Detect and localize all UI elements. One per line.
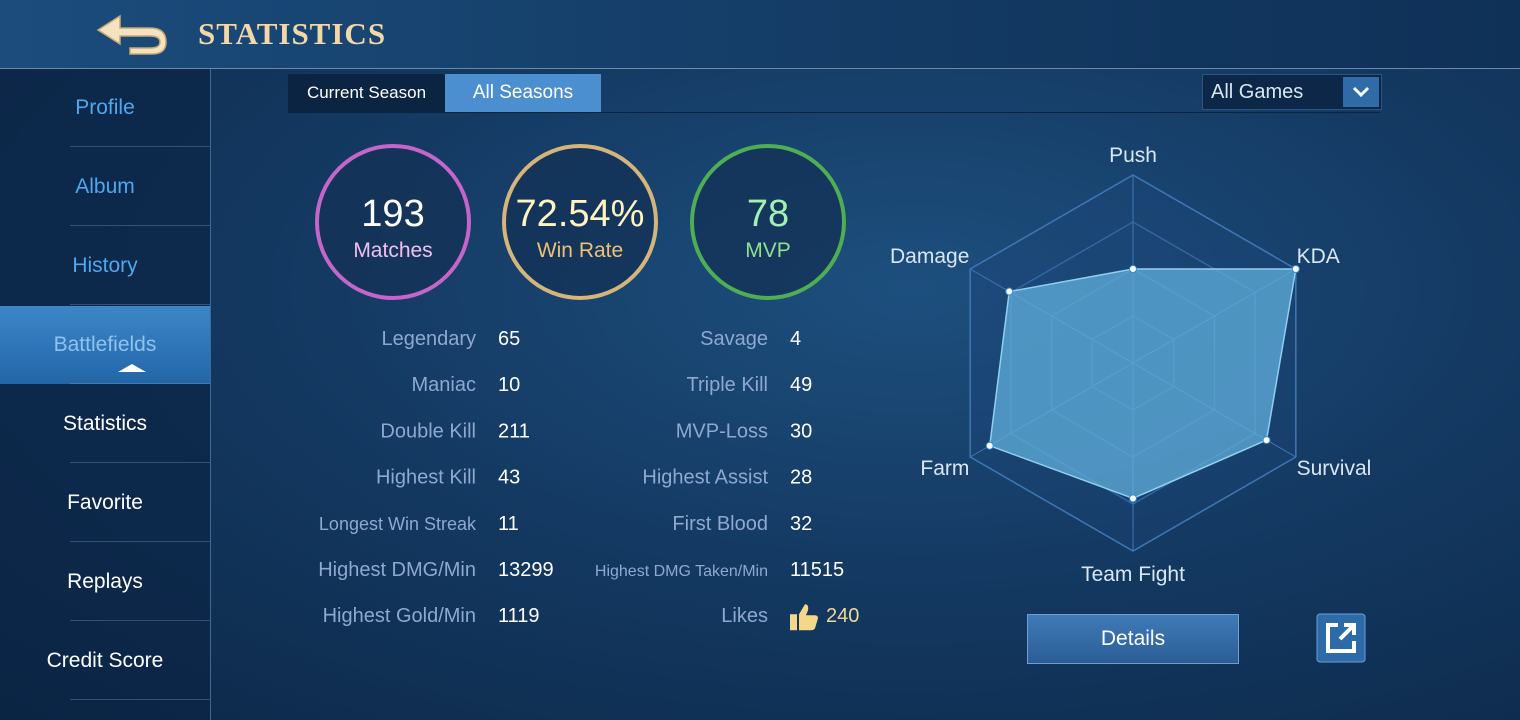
details-button[interactable]: Details: [1027, 614, 1239, 664]
tab-active[interactable]: All Seasons: [445, 74, 601, 112]
stat-value: 211: [498, 420, 530, 442]
stat-value: 10: [498, 374, 520, 396]
separator: [70, 541, 210, 542]
caret: [118, 364, 146, 372]
separator: [70, 699, 210, 700]
stat-value: 65: [498, 328, 520, 350]
stat-label: Likes: [721, 605, 768, 627]
sidebar-item[interactable]: Profile: [0, 69, 210, 147]
sidebar-label: Replays: [67, 570, 143, 593]
sidebar-item[interactable]: Statistics: [0, 385, 210, 463]
sidebar-label: Album: [75, 175, 135, 198]
stat-label: First Blood: [672, 513, 768, 535]
separator: [70, 304, 210, 305]
radar-point: [1262, 436, 1271, 445]
sidebar-label: Profile: [75, 96, 135, 119]
summary-label: Matches: [353, 239, 432, 262]
radar-point: [985, 441, 994, 450]
sidebar-label: Credit Score: [46, 649, 164, 672]
like-icon: [790, 604, 818, 631]
stat-value: 30: [790, 420, 812, 442]
stat-label: Savage: [700, 328, 768, 350]
top-bar: STATISTICS: [0, 0, 1520, 69]
summary-value: 72.54%: [516, 193, 645, 235]
sidebar-item[interactable]: Credit Score: [0, 622, 210, 700]
dropdown-label: All Games: [1211, 81, 1304, 103]
dropdown[interactable]: All Games: [1202, 74, 1382, 110]
back-button[interactable]: [90, 8, 170, 58]
summary-label: MVP: [745, 239, 791, 262]
separator: [70, 462, 210, 463]
stat-label: Highest DMG Taken/Min: [595, 563, 768, 580]
radar-axis-label: KDA: [1297, 245, 1340, 268]
sidebar-item[interactable]: Battlefields: [0, 306, 210, 384]
stat-label: Maniac: [412, 374, 476, 396]
stat-value: 240: [826, 605, 859, 627]
summary-ring: [315, 144, 471, 300]
summary-value: 193: [361, 193, 424, 235]
page-title: STATISTICS: [198, 16, 387, 51]
sidebar: Profile Album History Battlefields Statistic…: [0, 69, 211, 720]
stat-value: 49: [790, 374, 812, 396]
sidebar-label: History: [72, 254, 138, 277]
radar-axis-label: Team Fight: [1081, 563, 1185, 586]
radar-axis-label: Survival: [1297, 457, 1372, 480]
radar-axis-label: Damage: [890, 245, 969, 268]
stat-value: 11: [498, 513, 519, 535]
stat-label: Highest Kill: [376, 467, 476, 489]
radar-point: [1129, 494, 1137, 503]
stat-value: 1119: [498, 605, 540, 627]
separator: [70, 146, 210, 147]
stat-value: 11515: [790, 559, 844, 581]
sidebar-label: Battlefields: [53, 333, 157, 356]
stat-label: MVP-Loss: [676, 420, 768, 442]
separator: [70, 225, 210, 226]
sidebar-item[interactable]: Favorite: [0, 464, 210, 542]
stat-value: 43: [498, 467, 520, 489]
radar-point: [1005, 287, 1014, 296]
stat-label: Triple Kill: [687, 374, 769, 396]
sidebar-item[interactable]: Album: [0, 148, 210, 226]
stat-label: Highest Assist: [642, 467, 768, 489]
summary-ring: [502, 144, 658, 300]
stat-label: Longest Win Streak: [319, 514, 477, 534]
stat-label: Highest Gold/Min: [323, 605, 476, 627]
stat-label: Double Kill: [380, 420, 476, 442]
stat-value: 13299: [498, 559, 554, 581]
separator: [70, 383, 210, 384]
separator: [70, 620, 210, 621]
sidebar-item[interactable]: Replays: [0, 543, 210, 621]
radar-axis-label: Push: [1109, 144, 1157, 167]
radar-point: [1291, 265, 1300, 273]
radar-point: [1129, 265, 1137, 273]
summary-value: 78: [747, 193, 789, 235]
stat-value: 4: [790, 328, 801, 350]
summary-label: Win Rate: [537, 239, 623, 262]
tab[interactable]: Current Season: [288, 74, 445, 112]
stat-label: Highest DMG/Min: [318, 559, 476, 581]
stat-label: Legendary: [381, 328, 476, 350]
sidebar-label: Favorite: [67, 491, 143, 514]
share-button[interactable]: [1316, 613, 1366, 663]
sidebar-label: Statistics: [62, 412, 148, 435]
radar-axis-label: Farm: [920, 457, 969, 480]
stat-value: 28: [790, 467, 812, 489]
stat-value: 32: [790, 513, 812, 535]
sidebar-item[interactable]: History: [0, 227, 210, 305]
summary-ring: [690, 144, 846, 300]
